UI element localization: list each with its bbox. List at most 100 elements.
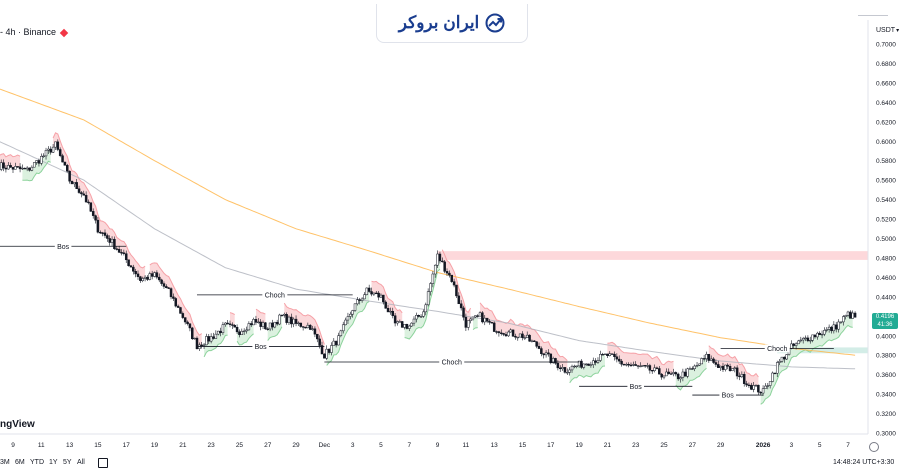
candle-body (382, 294, 385, 303)
candle-body (750, 384, 753, 390)
candle-body (141, 278, 144, 281)
candle-body (759, 391, 762, 394)
candle-body (639, 365, 642, 368)
candle-body (594, 360, 597, 363)
range-all-button[interactable]: All (77, 459, 85, 466)
candle-body (51, 146, 55, 153)
candle-body (157, 276, 161, 281)
candle-body (75, 182, 78, 189)
x-tick-label: 27 (689, 442, 697, 449)
candle-body (700, 358, 704, 365)
calendar-icon[interactable] (98, 458, 108, 468)
candle-body (761, 388, 765, 394)
symbol-header[interactable]: - 4h · Binance (0, 27, 69, 37)
candle-body (174, 298, 178, 307)
candle-body (641, 365, 645, 367)
candle-body (554, 358, 557, 364)
range-5y-button[interactable]: 5Y (63, 459, 72, 466)
candle-body (853, 312, 857, 318)
x-tick-label: 23 (632, 442, 640, 449)
candle-body (410, 322, 413, 327)
top-right-handle[interactable] (858, 15, 888, 16)
candle-body (127, 259, 130, 266)
candle-body (537, 346, 541, 349)
candle-body (179, 307, 182, 314)
candle-body (474, 315, 477, 318)
candle-body (691, 368, 694, 370)
settings-gear-icon[interactable] (869, 442, 879, 452)
candle-body (634, 364, 637, 366)
candle-body (705, 353, 708, 360)
candle-body (818, 332, 821, 336)
candle-body (726, 364, 729, 367)
candle-body (214, 333, 218, 339)
candle-body (285, 314, 288, 323)
candle-body (169, 288, 173, 298)
candle-body (771, 372, 774, 382)
candle-body (275, 321, 279, 325)
candle-body (724, 364, 727, 370)
range-3m-button[interactable]: 3M (0, 459, 10, 466)
candle-body (191, 327, 194, 340)
candle-body (37, 160, 41, 164)
currency-label: USDT (876, 27, 896, 34)
y-axis[interactable]: 0.7000 0.6800 0.6600 0.6400 0.6200 0.6000 0.58… (867, 20, 896, 438)
utc-clock[interactable]: 14:48:24 UTC+3:30 (833, 459, 895, 466)
candle-body (32, 162, 36, 168)
candle-body (514, 335, 517, 338)
candle-body (101, 232, 104, 234)
candle-body (575, 365, 578, 367)
bear-trail-line (441, 249, 472, 314)
candle-body (811, 334, 814, 341)
candle-body (459, 303, 463, 309)
supply-zone (437, 251, 868, 260)
candle-body (665, 371, 668, 377)
candle-body (441, 260, 444, 263)
candle-body (436, 253, 439, 266)
candle-body (695, 365, 699, 367)
candle-body (193, 337, 196, 340)
range-ytd-button[interactable]: YTD (30, 459, 44, 466)
range-1y-button[interactable]: 1Y (49, 459, 58, 466)
candle-body (16, 166, 19, 168)
candle-body (728, 366, 732, 371)
candle-body (764, 385, 767, 389)
x-axis[interactable]: 9 11 13 15 17 19 21 23 25 27 29 Dec 3 5 7 9 11 13 15 17 19 21… (0, 433, 868, 449)
y-tick-label: 0.6000 (876, 139, 896, 146)
x-tick-label: 17 (123, 442, 131, 449)
candle-body (290, 316, 293, 325)
candle-body (235, 326, 239, 333)
candle-body (450, 274, 453, 282)
candle-body (688, 368, 692, 370)
x-tick-label: 29 (717, 442, 725, 449)
structure-label: Choch (265, 292, 285, 299)
candle-body (87, 201, 90, 204)
candle-body (365, 287, 369, 295)
candle-body (587, 363, 590, 366)
x-tick-label: 27 (264, 442, 272, 449)
candle-body (146, 276, 149, 280)
candle-body (620, 360, 623, 365)
range-6m-button[interactable]: 6M (15, 459, 25, 466)
candle-body (735, 367, 739, 377)
candle-body (9, 165, 12, 168)
y-tick-label: 0.3600 (876, 372, 896, 379)
candle-body (316, 333, 319, 340)
candle-body (115, 248, 119, 250)
candle-body (360, 298, 364, 301)
y-tick-label: 0.6600 (876, 80, 896, 87)
candle-body (592, 360, 595, 365)
candle-body (2, 162, 5, 169)
bear-trail-line (708, 345, 759, 378)
candle-body (438, 253, 442, 262)
candle-body (457, 295, 461, 305)
candle-body (4, 167, 8, 170)
status-flag-icon (59, 28, 69, 37)
candle-body (820, 333, 824, 336)
x-tick-label: 13 (66, 442, 74, 449)
currency-select[interactable]: USDT▾ (876, 27, 899, 34)
x-tick-label: 11 (38, 442, 45, 449)
candle-body (212, 336, 215, 339)
candle-body (462, 307, 465, 318)
